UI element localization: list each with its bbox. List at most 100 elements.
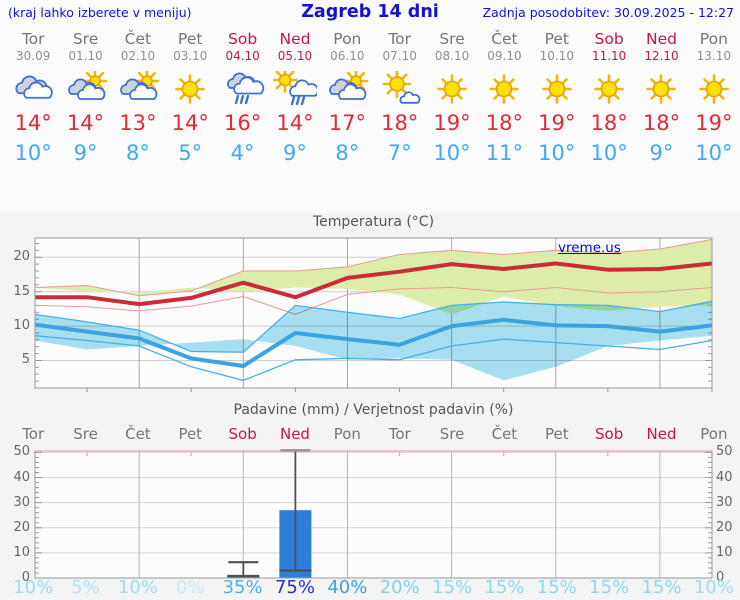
sunny-icon [635, 71, 687, 109]
high-temps-row: 14° 14° 13° 14° 16° 14° 17° 18° 19° 18° 19° 18° 18° 1… [7, 111, 740, 135]
high-temp: 18° [381, 111, 419, 135]
high-temp: 19° [433, 111, 471, 135]
low-temp: 9° [649, 141, 674, 165]
precip-probability: 0% [175, 577, 205, 598]
precip-probability: 15% [641, 577, 682, 598]
low-temp: 8° [125, 141, 150, 165]
precip-probability: 35% [222, 577, 263, 598]
precipitation-chart [0, 448, 740, 582]
partly-cloudy-icon [112, 71, 164, 109]
low-temp: 4° [230, 141, 255, 165]
temperature-chart-svg [34, 237, 713, 392]
sunny-icon [688, 71, 740, 109]
precip-day-label: Sob [595, 425, 624, 443]
day-name[interactable]: Tor [21, 30, 45, 48]
day-date: 06.10 [330, 49, 365, 63]
day-names-row: Tor Sre Čet Pet Sob Ned Pon Tor Sre Čet Pet Sob Ned P… [7, 30, 740, 48]
day-date: 01.10 [68, 49, 103, 63]
precip-ytick-label-right: 50 [716, 444, 733, 459]
low-temps-row: 10° 9° 8° 5° 4° 9° 8° 7° 10° 11° 10° 10° 9° 10° [7, 141, 740, 165]
precip-ytick-label-right: 10 [716, 545, 733, 560]
day-name[interactable]: Čet [491, 30, 518, 48]
sunny-icon [531, 71, 583, 109]
precip-day-label: Tor [22, 425, 45, 443]
day-date: 11.10 [591, 49, 627, 63]
precipitation-chart-title: Padavine (mm) / Verjetnost padavin (%) [233, 402, 514, 418]
day-name[interactable]: Pet [178, 30, 203, 48]
day-date: 02.10 [120, 49, 156, 63]
low-temp: 10° [590, 141, 628, 165]
temp-ytick-label: 20 [13, 249, 30, 264]
precip-ytick-label-right: 40 [716, 470, 733, 485]
precip-day-label: Pet [544, 425, 569, 443]
day-date: 10.10 [539, 49, 574, 63]
weather-icons-row [7, 71, 740, 109]
precip-probability: 10% [693, 577, 734, 598]
day-date: 09.10 [487, 49, 522, 63]
temp-ytick-label: 15 [13, 284, 30, 299]
precip-ytick-label-right: 20 [716, 520, 733, 535]
temperature-chart-title: Temperatura (°C) [312, 214, 435, 230]
menu-hint-text: (kraj lahko izberete v meniju) [8, 5, 192, 20]
partly-cloudy-icon [59, 71, 111, 109]
page-title: Zagreb 14 dni [301, 2, 439, 22]
precip-ytick-label-left: 50 [13, 444, 30, 459]
high-temp: 18° [590, 111, 628, 135]
day-date: 12.10 [644, 49, 679, 63]
precip-probability: 20% [379, 577, 420, 598]
low-temp: 10° [433, 141, 471, 165]
precip-ytick-label-left: 30 [13, 495, 30, 510]
cloudy-icon [7, 71, 59, 109]
high-temp: 18° [642, 111, 681, 135]
high-temp: 14° [14, 111, 52, 135]
low-temp: 5° [178, 141, 203, 165]
day-name[interactable]: Pon [333, 30, 362, 48]
day-name[interactable]: Sre [439, 30, 465, 48]
day-name[interactable]: Ned [279, 30, 311, 48]
day-name[interactable]: Tor [388, 30, 412, 48]
high-temp: 17° [328, 111, 366, 135]
day-date: 03.10 [173, 49, 208, 63]
precip-probability: 15% [484, 577, 525, 598]
rain-icon [216, 71, 268, 109]
day-name[interactable]: Sob [228, 30, 258, 48]
day-date: 07.10 [382, 49, 417, 63]
vreme-us-link[interactable]: vreme.us [558, 240, 621, 256]
low-temp: 10° [695, 141, 733, 165]
high-temp: 14° [66, 111, 105, 135]
precip-day-label: Čet [491, 425, 518, 443]
precip-day-labels-row: Tor Sre Čet Pet Sob Ned Pon Tor Sre Čet Pet Sob Ned P… [7, 425, 740, 443]
precip-ytick-label-right: 30 [716, 495, 733, 510]
day-name[interactable]: Sob [594, 30, 624, 48]
day-dates-row: 30.09 01.10 02.10 03.10 04.10 05.10 06.10 07.10… [7, 49, 740, 63]
temperature-chart [0, 215, 740, 395]
low-temp: 10° [538, 141, 576, 165]
precip-ytick-label-left: 10 [13, 545, 30, 560]
sun-cloud-icon [374, 71, 426, 109]
low-temp: 11° [485, 141, 524, 165]
day-name[interactable]: Pet [544, 30, 569, 48]
precip-probability: 5% [71, 577, 100, 598]
day-name[interactable]: Sre [72, 30, 99, 48]
low-temp: 9° [73, 141, 98, 165]
day-date: 08.10 [434, 49, 470, 63]
precip-probability-row: 10% 5% 10% 0% 35% 75% 40% 20% 15% 15% 15% 15% 15% 10% [7, 577, 740, 598]
day-name[interactable]: Čet [124, 30, 152, 48]
high-temp: 16° [224, 111, 262, 135]
precip-probability: 15% [589, 577, 630, 598]
forecast-header-zone [0, 0, 740, 213]
precip-day-label: Tor [388, 425, 411, 443]
high-temp: 14° [171, 111, 209, 135]
precip-probability: 40% [327, 577, 368, 598]
precip-probability: 10% [13, 577, 54, 598]
day-name[interactable]: Pon [699, 30, 728, 48]
precip-day-label: Sre [73, 425, 98, 443]
sunny-icon [583, 71, 635, 109]
day-name[interactable]: Ned [646, 30, 677, 48]
high-temp: 13° [119, 111, 157, 135]
low-temp: 10° [14, 141, 52, 165]
day-date: 13.10 [696, 49, 732, 63]
sunny-icon [426, 71, 478, 109]
sunny-icon [478, 71, 530, 109]
